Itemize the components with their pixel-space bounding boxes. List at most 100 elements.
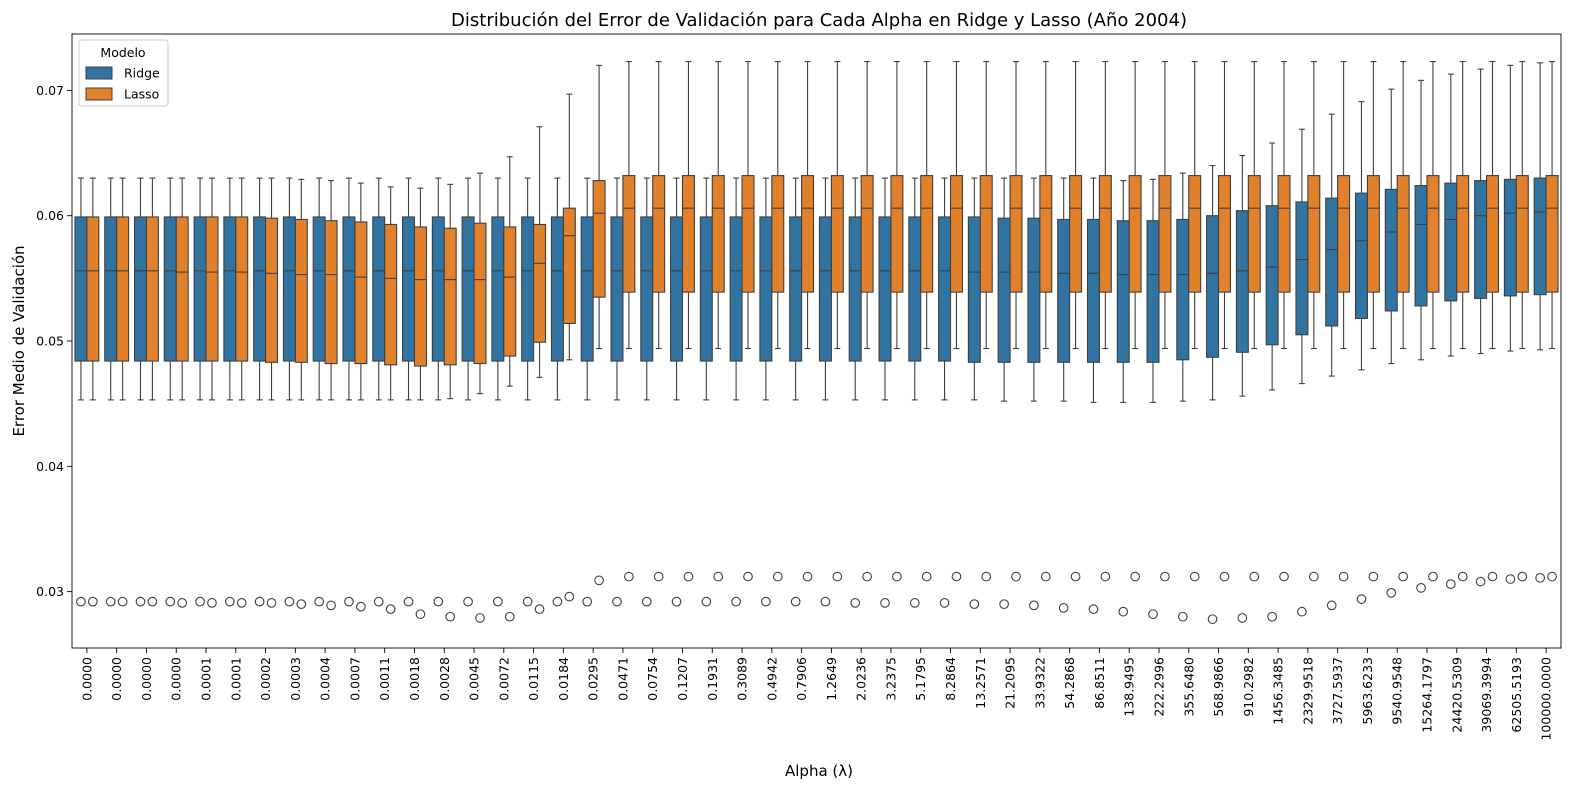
box	[938, 216, 952, 362]
box	[1128, 175, 1142, 293]
box	[1009, 175, 1023, 293]
box	[848, 216, 862, 362]
outlier-point	[475, 613, 485, 623]
x-tick-label: 0.7906	[794, 657, 809, 701]
y-tick-label: 0.04	[36, 459, 64, 474]
x-tick-label: 0.0003	[288, 657, 303, 701]
x-tick-label: 62505.5193	[1509, 657, 1524, 733]
box	[1086, 218, 1100, 363]
x-tick-label: 910.2982	[1241, 657, 1256, 717]
box	[402, 216, 416, 362]
outlier-point	[534, 604, 545, 615]
outlier-point	[403, 596, 414, 607]
box	[294, 218, 308, 363]
x-tick-label: 2.0236	[854, 657, 869, 701]
x-tick-label: 0.0184	[556, 657, 571, 701]
y-tick-label: 0.05	[36, 334, 64, 349]
x-tick-label: 0.0001	[228, 657, 243, 701]
box	[1366, 175, 1380, 293]
outlier-point	[284, 596, 295, 607]
x-tick-label: 100000.0000	[1539, 657, 1554, 741]
box	[1533, 177, 1547, 296]
x-tick-label: 0.0002	[258, 657, 273, 701]
box	[193, 216, 207, 362]
box	[372, 216, 386, 362]
outlier-point	[1445, 579, 1456, 589]
outlier-point	[463, 596, 473, 607]
box	[1116, 220, 1130, 363]
box	[1444, 182, 1458, 302]
box	[550, 216, 564, 362]
box	[1414, 185, 1428, 307]
x-tick-label: 54.2868	[1062, 657, 1077, 709]
x-tick-label: 21.2095	[1003, 657, 1018, 709]
outlier-point	[1338, 571, 1349, 582]
x-tick-label: 0.0007	[347, 657, 362, 701]
x-tick-label: 0.0004	[318, 657, 333, 701]
box	[949, 175, 963, 293]
x-tick-label: 0.1931	[705, 657, 720, 701]
box	[86, 216, 100, 362]
x-tick-label: 0.0000	[169, 657, 184, 701]
box	[205, 216, 219, 362]
box	[1247, 175, 1261, 293]
x-tick-label: 5963.6233	[1360, 657, 1375, 725]
outlier-point	[1428, 571, 1438, 582]
outlier-point	[951, 571, 962, 582]
x-tick-label: 0.0000	[139, 657, 154, 701]
y-tick-label: 0.06	[36, 208, 64, 223]
box	[1217, 175, 1231, 293]
box	[1188, 175, 1202, 293]
outlier-point	[790, 596, 801, 607]
x-tick-label: 0.0115	[526, 657, 541, 701]
outlier-point	[1487, 571, 1498, 582]
box	[354, 221, 368, 365]
series-ridge	[74, 62, 1547, 625]
box	[521, 216, 535, 362]
box	[801, 175, 815, 293]
outlier-point	[1088, 604, 1099, 615]
outlier-point	[641, 596, 652, 607]
outlier-point	[761, 596, 771, 607]
x-tick-label: 1456.3485	[1271, 657, 1286, 725]
outlier-point	[713, 571, 724, 582]
outlier-point	[266, 598, 277, 608]
box	[265, 217, 279, 363]
outlier-point	[1249, 571, 1260, 582]
box	[443, 227, 457, 366]
outlier-point	[1160, 571, 1170, 582]
outlier-point	[195, 596, 205, 607]
legend-label: Ridge	[124, 66, 160, 81]
box	[1545, 175, 1559, 293]
outlier-point	[939, 598, 950, 608]
box	[145, 216, 159, 362]
outlier-point	[1058, 603, 1069, 613]
box	[610, 216, 624, 362]
x-tick-label: 39069.3994	[1479, 657, 1494, 733]
outlier-point	[522, 596, 533, 607]
box	[461, 216, 475, 362]
outlier-point	[117, 596, 128, 607]
outlier-point	[135, 596, 146, 607]
outlier-point	[1457, 571, 1468, 582]
box	[729, 216, 743, 362]
box	[562, 207, 576, 325]
box	[533, 223, 547, 343]
series-lasso	[86, 61, 1559, 623]
outlier-point	[1547, 571, 1557, 582]
x-tick-label: 568.9866	[1211, 657, 1226, 717]
outlier-point	[832, 571, 843, 582]
box	[1426, 175, 1440, 293]
box	[890, 175, 904, 293]
outlier-point	[1517, 571, 1528, 582]
x-tick-label: 0.0011	[377, 657, 392, 701]
x-tick-label: 13.2571	[973, 657, 988, 709]
x-tick-label: 9540.9548	[1390, 657, 1405, 725]
outlier-point	[1416, 583, 1426, 593]
outlier-point	[772, 571, 783, 582]
box	[979, 175, 993, 293]
outlier-point	[1398, 571, 1409, 582]
outlier-point	[594, 575, 604, 586]
box	[175, 216, 189, 362]
